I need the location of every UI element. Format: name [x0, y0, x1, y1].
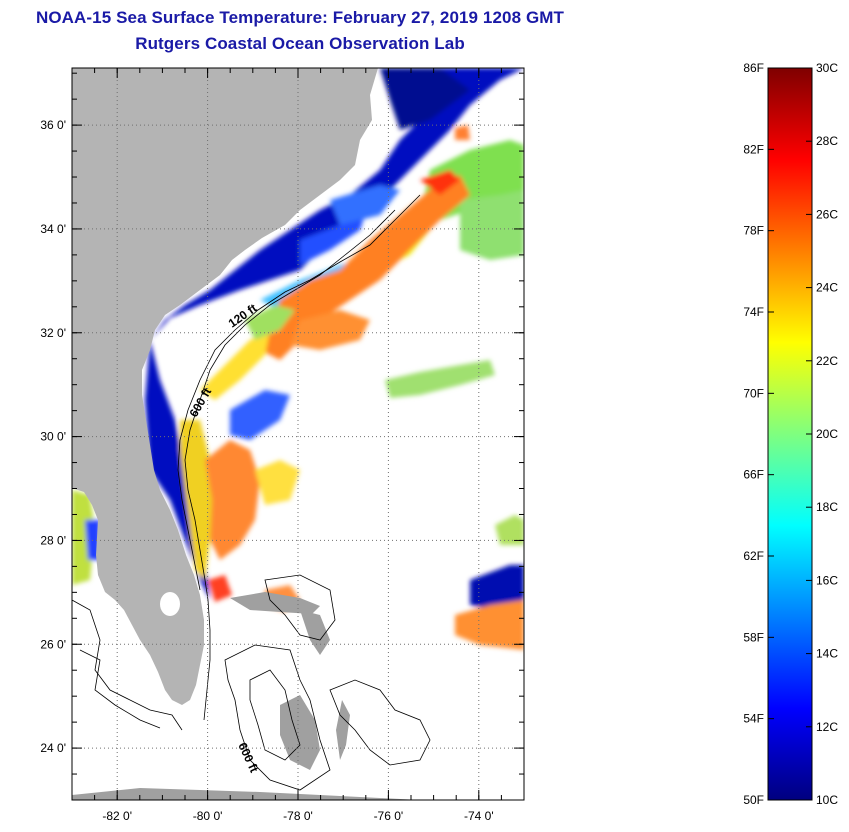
- sst-florida-offshore-orange: [205, 440, 260, 560]
- isobath-gulf-west-2: [79, 649, 161, 729]
- isobath-600ft-north: [184, 209, 396, 721]
- isobath-bahamas-east: [329, 679, 431, 766]
- map-subtitle: Rutgers Coastal Ocean Observation Lab: [135, 34, 465, 53]
- cb-label-f-8: 54F: [743, 712, 764, 726]
- bahamas-abaco: [300, 610, 330, 655]
- lon-label-4: -74 0': [464, 809, 494, 823]
- lon-label-3: -76 0': [374, 809, 404, 823]
- cb-label-f-0: 86F: [743, 61, 764, 75]
- cb-label-c-1: 28C: [816, 134, 838, 148]
- isobath-120ft-north: [177, 194, 421, 591]
- sst-orange-plume: [290, 310, 370, 350]
- lat-label-3: 30 0': [40, 430, 66, 444]
- cb-label-c-0: 30C: [816, 61, 838, 75]
- isobath-bahamas-inner: [249, 669, 301, 761]
- isobath-bahamas-north: [264, 574, 336, 641]
- cb-label-f-9: 50F: [743, 793, 764, 807]
- isobath-bahamas-outer: [224, 644, 331, 791]
- map-title: NOAA-15 Sea Surface Temperature: Februar…: [35, 8, 565, 27]
- cb-label-c-8: 14C: [816, 647, 838, 661]
- lat-label-4: 28 0': [40, 533, 66, 547]
- sst-green-west-gulf: [72, 490, 95, 585]
- sst-orange-flecks-north: [455, 125, 470, 140]
- cb-label-c-3: 24C: [816, 281, 838, 295]
- lat-label-1: 34 0': [40, 222, 66, 236]
- cb-label-c-9: 12C: [816, 720, 838, 734]
- sst-east-green-patch: [495, 515, 524, 545]
- longitude-labels: -82 0' -80 0' -78 0' -76 0' -74 0': [102, 809, 493, 823]
- cb-label-c-10: 10C: [816, 793, 838, 807]
- sst-east-orange-patch: [455, 600, 524, 650]
- colorbar-fahrenheit-labels: 86F 82F 78F 74F 70F 66F 62F 58F 54F 50F: [743, 61, 764, 807]
- latitude-labels: 36 0' 34 0' 32 0' 30 0' 28 0' 26 0' 24 0': [40, 118, 66, 755]
- cb-label-f-1: 82F: [743, 142, 764, 156]
- colorbar-ticks: [768, 67, 812, 801]
- cb-label-f-5: 66F: [743, 468, 764, 482]
- cb-label-f-3: 74F: [743, 305, 764, 319]
- isobath-contours: [72, 194, 431, 791]
- lat-label-2: 32 0': [40, 326, 66, 340]
- cb-label-c-7: 16C: [816, 573, 838, 587]
- cb-label-c-4: 22C: [816, 354, 838, 368]
- sst-yellow-south: [255, 460, 300, 505]
- sst-green-east: [460, 190, 524, 260]
- sst-florida-red-tip: [208, 575, 232, 602]
- cuba-coast: [72, 788, 420, 800]
- sst-deep-blue-north: [380, 68, 470, 130]
- lat-label-0: 36 0': [40, 118, 66, 132]
- sst-green-mid: [245, 305, 295, 340]
- cb-label-f-7: 58F: [743, 630, 764, 644]
- cb-label-f-4: 70F: [743, 386, 764, 400]
- temperature-colorbar: 86F 82F 78F 74F 70F 66F 62F 58F 54F 50F 30C 28C 26C…: [743, 61, 838, 807]
- graticule-grid: [72, 68, 524, 800]
- lat-label-5: 26 0': [40, 637, 66, 651]
- sst-yellow-inner: [200, 330, 270, 400]
- map-ticks: [72, 68, 524, 800]
- isobath-gulf-west: [72, 599, 183, 731]
- bahamas-eleuthera: [336, 700, 350, 760]
- sst-blue-offshore-1: [330, 185, 400, 225]
- cb-label-c-5: 20C: [816, 427, 838, 441]
- cb-label-c-6: 18C: [816, 500, 838, 514]
- lon-label-1: -80 0': [193, 809, 223, 823]
- cb-label-c-2: 26C: [816, 207, 838, 221]
- lon-label-0: -82 0': [102, 809, 132, 823]
- lon-label-2: -78 0': [283, 809, 313, 823]
- map-panel: 120 ft 600 ft 600 ft: [72, 68, 524, 800]
- sst-orange-core: [260, 175, 470, 360]
- sst-data-layer: [72, 68, 524, 650]
- sst-east-blue-patch: [470, 565, 524, 610]
- lake-okeechobee: [160, 592, 180, 616]
- cb-label-f-2: 78F: [743, 224, 764, 238]
- sst-green-east-scatter: [385, 360, 495, 398]
- colorbar-gradient: [767, 67, 813, 801]
- sst-red-core: [420, 170, 460, 195]
- colorbar-celsius-labels: 30C 28C 26C 24C 22C 20C 18C 16C 14C 12C 10C: [816, 61, 838, 807]
- sst-blue-shelf-south: [230, 390, 290, 440]
- bahamas-andros: [280, 695, 320, 770]
- cb-label-f-6: 62F: [743, 549, 764, 563]
- land-us-florida: [72, 68, 378, 705]
- lat-label-6: 24 0': [40, 741, 66, 755]
